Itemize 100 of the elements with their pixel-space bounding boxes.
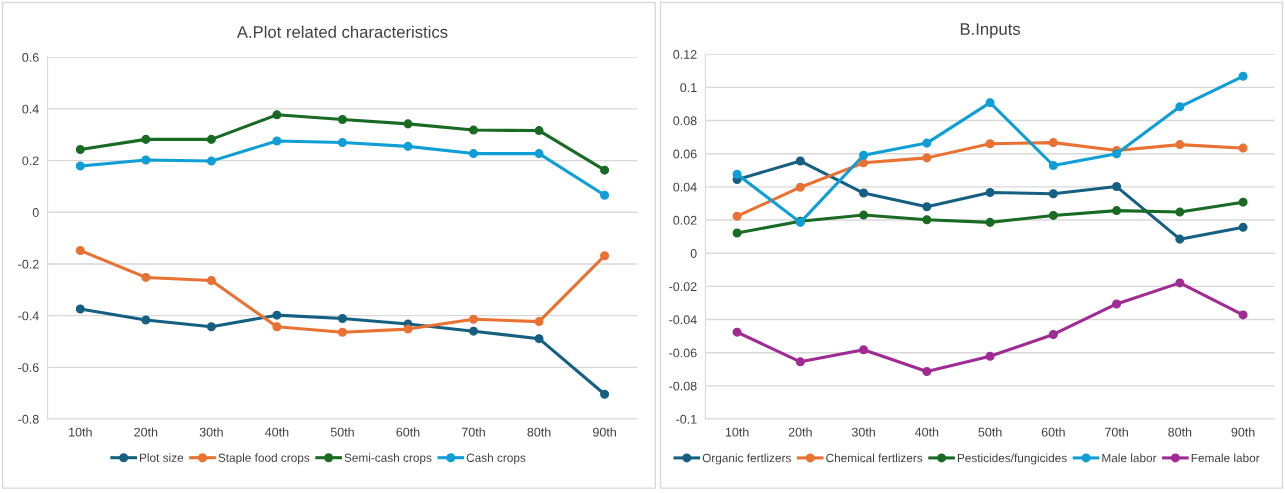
point: [1238, 310, 1248, 320]
point: [272, 322, 282, 332]
point: [795, 357, 805, 367]
point: [75, 304, 85, 314]
x-tick-label: 90th: [593, 427, 616, 437]
point: [206, 322, 216, 332]
point: [337, 137, 347, 147]
point: [732, 327, 742, 337]
point: [469, 125, 479, 135]
point: [1175, 102, 1185, 112]
legend-label: Pesticides/fungicides: [957, 453, 1067, 465]
legend-label: Male labor: [1102, 453, 1157, 463]
point: [337, 114, 347, 124]
y-tick-label: -0.06: [669, 348, 697, 358]
point: [75, 246, 85, 256]
y-tick-label: -0.04: [669, 315, 697, 325]
y-tick-label: 0: [690, 249, 697, 258]
legend-label: Plot size: [140, 453, 184, 462]
legend-label: Semi-cash crops: [344, 453, 432, 465]
y-tick-label: 0.08: [673, 116, 697, 126]
x-tick-label: 10th: [69, 427, 92, 437]
point: [141, 134, 151, 144]
point: [985, 98, 995, 108]
point: [795, 182, 805, 192]
legend-label: Organic fertlizers: [702, 453, 791, 465]
point: [469, 326, 479, 336]
point: [1112, 149, 1122, 159]
point: [732, 169, 742, 179]
point: [1175, 234, 1185, 244]
point: [75, 144, 85, 154]
point: [600, 165, 610, 175]
point: [600, 389, 610, 399]
y-tick-label: 0: [32, 208, 39, 217]
point: [534, 334, 544, 344]
point: [922, 215, 932, 225]
point: [1048, 138, 1058, 148]
point: [206, 275, 216, 286]
point: [1112, 206, 1122, 216]
point: [732, 211, 742, 221]
y-tick-label: 0.12: [673, 50, 697, 59]
point: [1238, 222, 1248, 232]
point: [206, 134, 216, 144]
x-tick-label: 20th: [788, 427, 812, 437]
point: [985, 217, 995, 227]
point: [922, 366, 932, 376]
y-tick-label: -0.6: [18, 363, 39, 373]
point: [922, 202, 932, 212]
point: [600, 251, 610, 261]
x-tick-label: 90th: [1231, 427, 1255, 437]
legend-label: Chemical fertlizers: [826, 453, 923, 463]
point: [272, 110, 282, 120]
point: [1048, 160, 1058, 171]
point: [985, 351, 995, 361]
point: [1238, 71, 1248, 81]
point: [403, 119, 413, 129]
point: [534, 126, 544, 136]
point: [403, 141, 413, 151]
point: [1238, 197, 1248, 207]
x-tick-label: 60th: [1041, 427, 1065, 437]
point: [1048, 189, 1058, 199]
point: [795, 156, 805, 166]
y-tick-label: -0.2: [18, 259, 39, 269]
point: [141, 272, 151, 282]
legend-label: Cash crops: [466, 453, 526, 465]
x-tick-label: 30th: [199, 427, 223, 437]
x-tick-label: 40th: [914, 427, 939, 437]
y-tick-label: 0.2: [22, 156, 39, 166]
x-tick-label: 70th: [1105, 427, 1128, 437]
y-tick-label: -0.08: [669, 381, 697, 391]
point: [922, 138, 932, 148]
y-tick-label: 0.4: [22, 104, 39, 114]
point: [1238, 143, 1248, 153]
point: [141, 315, 151, 325]
y-tick-label: -0.8: [18, 414, 39, 424]
point: [272, 136, 282, 146]
point: [859, 210, 869, 220]
point: [337, 327, 347, 337]
y-tick-label: -0.4: [18, 311, 39, 321]
point: [985, 139, 995, 149]
point: [922, 153, 932, 163]
y-tick-label: 0.06: [673, 149, 697, 159]
legend-label: Female labor: [1191, 453, 1260, 463]
point: [1175, 207, 1185, 217]
point: [859, 150, 869, 160]
point: [141, 155, 151, 165]
x-tick-label: 30th: [851, 427, 875, 437]
x-tick-label: 80th: [1168, 427, 1192, 437]
point: [469, 314, 479, 324]
point: [1112, 182, 1122, 192]
point: [534, 317, 544, 327]
x-tick-label: 50th: [330, 427, 354, 437]
x-tick-label: 20th: [134, 427, 158, 437]
point: [859, 188, 869, 198]
y-tick-label: 0.1: [680, 83, 697, 93]
point: [732, 228, 742, 238]
point: [1175, 278, 1185, 288]
point: [1175, 140, 1185, 150]
chart-title: B.Inputs: [960, 23, 1021, 39]
x-tick-label: 50th: [978, 427, 1002, 437]
point: [206, 156, 216, 166]
